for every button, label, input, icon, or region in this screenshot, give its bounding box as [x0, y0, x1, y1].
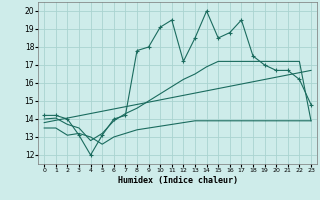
X-axis label: Humidex (Indice chaleur): Humidex (Indice chaleur) — [118, 176, 238, 185]
